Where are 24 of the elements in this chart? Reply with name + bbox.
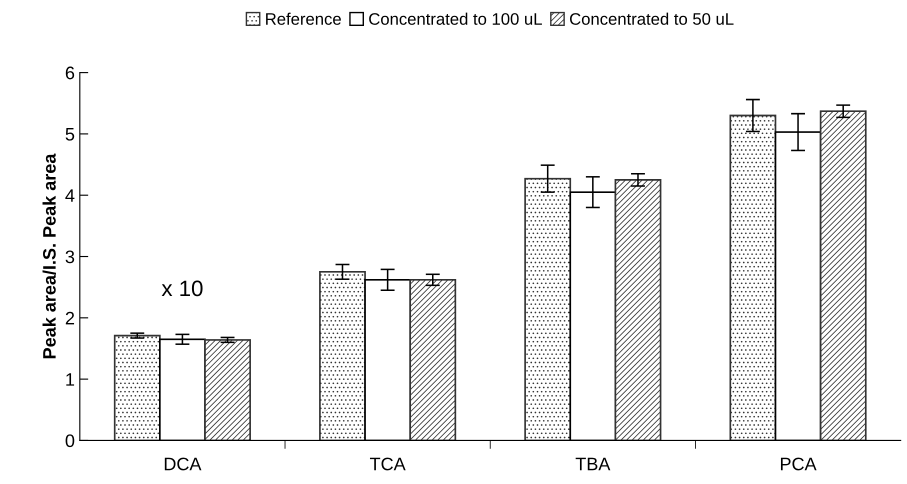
bar: [729, 114, 776, 440]
legend-label: Concentrated to 50 uL: [570, 12, 734, 25]
legend-label: Reference: [266, 12, 341, 25]
bar: [524, 178, 572, 440]
bar: [409, 278, 456, 440]
legend-label: Concentrated to 100 uL: [369, 12, 542, 25]
bar: [114, 334, 161, 440]
bar: [614, 179, 662, 440]
y-tick-label: 0: [66, 434, 74, 448]
y-tick-label: 5: [66, 128, 74, 141]
y-tick-label: 2: [66, 312, 74, 324]
x-tick-label: PCA: [780, 458, 817, 470]
bar: [319, 271, 366, 440]
bar: [204, 339, 251, 440]
x-tick-label: TBA: [576, 458, 610, 470]
y-tick-label: 3: [66, 250, 74, 264]
y-tick-label: 4: [65, 189, 74, 202]
y-tick-label: 1: [66, 373, 74, 386]
bar: [820, 110, 867, 440]
y-tick-label: 6: [66, 66, 74, 80]
x-tick-label: TCA: [370, 458, 406, 470]
x-tick-label: DCA: [164, 458, 202, 470]
y-axis-title: Peak area/I.S. Peak area: [42, 154, 56, 358]
annotation: x 10: [162, 280, 203, 296]
